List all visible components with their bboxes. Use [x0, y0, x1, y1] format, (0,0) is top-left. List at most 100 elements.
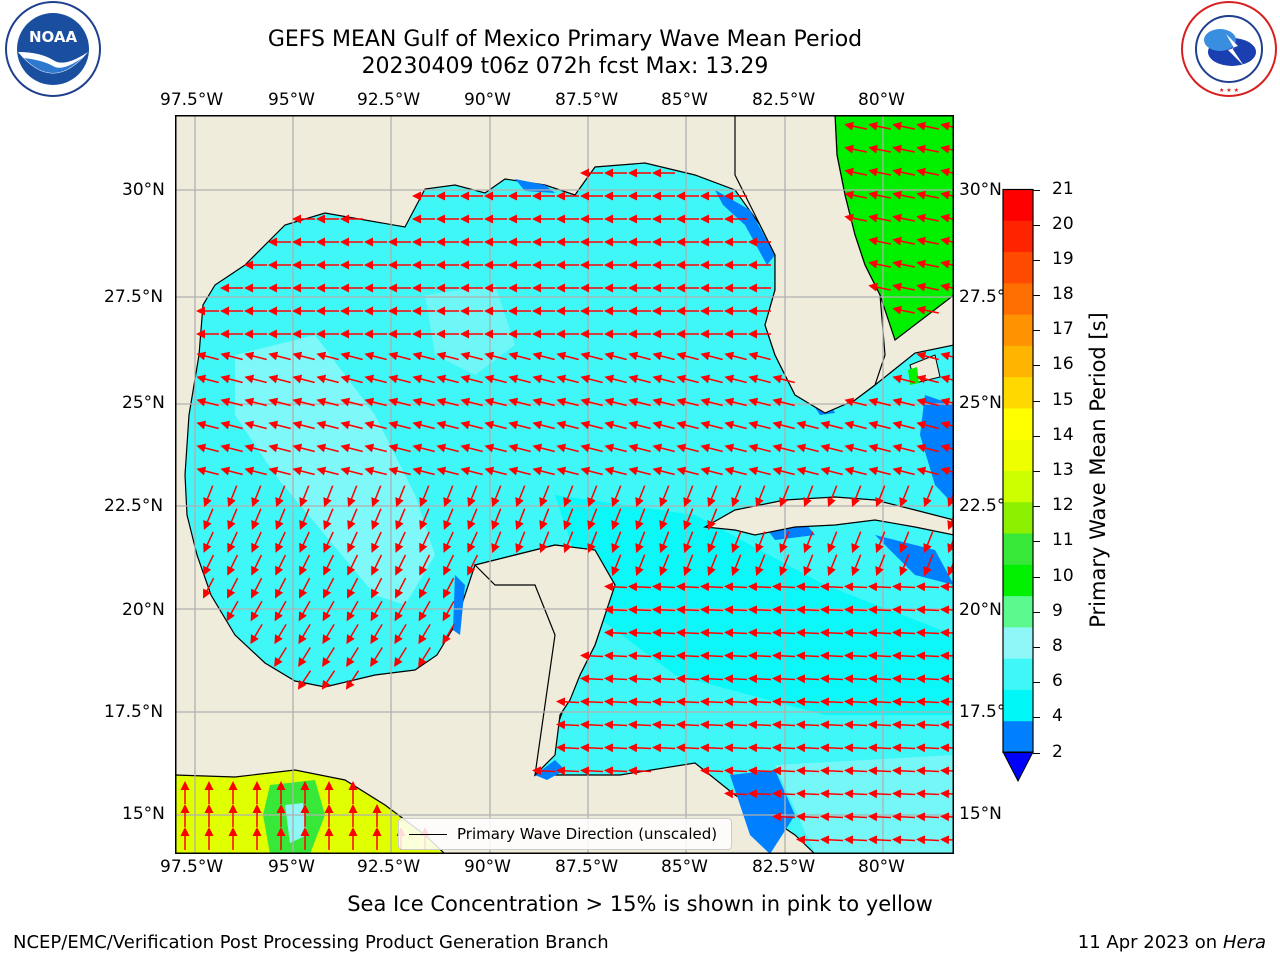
wave-arrow: [484, 351, 507, 361]
wave-arrow: [820, 789, 844, 799]
wave-arrow: [418, 600, 431, 622]
wave-arrow: [635, 554, 646, 577]
colorbar-tick-label: 11: [1052, 530, 1074, 551]
wave-arrow: [892, 144, 915, 154]
wave-arrow: [484, 374, 507, 384]
wave-arrow: [611, 531, 622, 554]
wave-arrow: [916, 651, 940, 661]
wave-arrow: [844, 674, 868, 684]
wave-arrow: [484, 466, 507, 476]
wave-arrow: [196, 351, 219, 361]
wave-arrow: [292, 397, 315, 407]
footer-host: Hera: [1222, 932, 1266, 953]
wave-arrow: [321, 670, 336, 690]
colorbar-tick-label: 6: [1052, 671, 1063, 692]
wave-arrow: [298, 647, 311, 668]
wave-arrow: [868, 167, 891, 177]
lon-label-bottom: 90°W: [464, 857, 511, 877]
wave-arrow: [556, 743, 580, 753]
wave-arrow: [796, 420, 819, 430]
wave-arrow: [827, 554, 838, 577]
wave-arrow: [347, 485, 358, 508]
wave-arrow: [683, 531, 694, 554]
colorbar-tick-mark: [1033, 541, 1040, 543]
wave-arrow: [899, 554, 910, 577]
wave-arrow: [700, 766, 724, 776]
colorbar-band: [1003, 345, 1033, 378]
wave-arrow: [731, 531, 742, 554]
colorbar-tick-label: 19: [1052, 248, 1074, 269]
footer-date: 11 Apr 2023 on: [1077, 932, 1223, 953]
colorbar-tick-label: 21: [1052, 178, 1074, 199]
wave-arrow: [676, 374, 699, 384]
colorbar-tick-mark: [1033, 576, 1040, 578]
wave-arrow: [772, 766, 796, 776]
wave-arrow: [628, 697, 652, 707]
wave-arrow: [683, 508, 694, 531]
wave-arrow: [532, 374, 555, 384]
wave-arrow: [707, 554, 718, 577]
wave-arrow: [772, 697, 796, 707]
nws-logo: ★ ★ ★: [1180, 0, 1278, 98]
wave-arrow: [868, 443, 891, 453]
lon-label-bottom: 92.5°W: [357, 857, 421, 877]
lat-label-right: 20°N: [959, 600, 1002, 620]
colorbar-band: [1003, 564, 1033, 597]
lon-label-top: 80°W: [858, 90, 905, 110]
wave-arrow: [251, 508, 262, 530]
wave-arrow: [532, 397, 555, 407]
wave-arrow: [539, 485, 550, 508]
wave-arrow: [395, 531, 406, 553]
wave-arrow: [467, 531, 478, 553]
wave-arrow: [659, 531, 670, 554]
wave-arrow: [419, 485, 430, 508]
wave-arrow: [844, 144, 867, 154]
wave-arrow: [652, 651, 676, 661]
footer-left: NCEP/EMC/Verification Post Processing Pr…: [13, 932, 609, 953]
wave-arrow: [220, 351, 243, 361]
wave-arrow: [652, 582, 676, 592]
wave-arrow: [916, 812, 940, 822]
wave-arrow: [844, 397, 867, 407]
wave-arrow: [227, 485, 238, 508]
lat-label-right: 15°N: [959, 804, 1002, 824]
wave-arrow: [700, 697, 724, 707]
wave-arrow: [875, 554, 886, 577]
wave-arrow: [323, 531, 334, 553]
wave-arrow: [899, 485, 910, 508]
wave-arrow: [299, 485, 310, 508]
wave-arrow: [916, 397, 939, 407]
wave-arrow: [220, 443, 243, 453]
wave-arrow: [563, 485, 574, 508]
wave-arrow: [604, 443, 627, 453]
wave-arrow: [892, 835, 916, 845]
colorbar-band: [1003, 439, 1033, 472]
wave-arrow: [652, 466, 675, 476]
wave-arrow: [700, 674, 724, 684]
wave-arrow: [820, 466, 843, 476]
wave-arrow: [700, 397, 723, 407]
lon-label-top: 92.5°W: [357, 90, 421, 110]
lon-label-bottom: 82.5°W: [752, 857, 816, 877]
wave-arrow: [412, 374, 435, 384]
lon-label-bottom: 95°W: [268, 857, 315, 877]
wave-arrow: [676, 697, 700, 707]
wave-arrow: [796, 582, 820, 592]
wave-arrow: [772, 420, 795, 430]
wave-arrow: [844, 167, 867, 177]
wave-arrow: [515, 508, 526, 531]
wave-arrow: [539, 508, 550, 531]
wave-arrow: [508, 466, 531, 476]
wave-arrow: [370, 600, 383, 622]
wave-arrow: [628, 651, 652, 661]
wave-arrow: [899, 531, 910, 554]
wave-arrow: [748, 374, 771, 384]
colorbar-tick-label: 9: [1052, 600, 1063, 621]
wave-arrow: [628, 397, 651, 407]
lon-label-bottom: 80°W: [858, 857, 905, 877]
wave-arrow: [203, 531, 214, 553]
wave-arrow: [892, 674, 916, 684]
wave-arrow: [772, 743, 796, 753]
wave-arrow: [700, 743, 724, 753]
wave-arrow: [628, 674, 652, 684]
